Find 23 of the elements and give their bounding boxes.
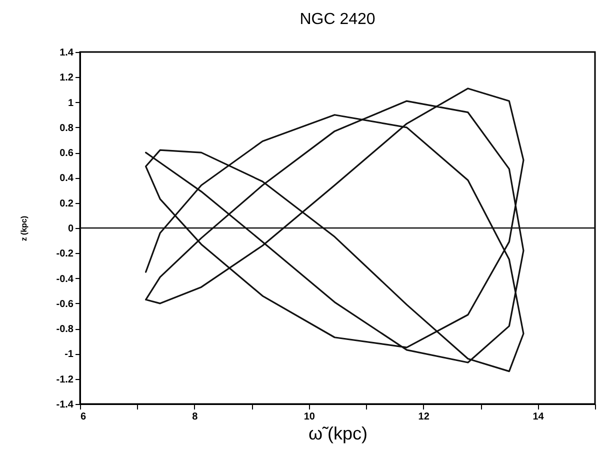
y-tick-label: 0.4 bbox=[60, 173, 74, 184]
y-tick-label: -1.4 bbox=[56, 400, 74, 410]
x-tick-label: 8 bbox=[192, 412, 198, 422]
y-tick-label: -0.8 bbox=[56, 324, 74, 336]
x-tick-label: 6 bbox=[80, 412, 86, 422]
y-axis-title: z (kpc) bbox=[19, 216, 28, 242]
y-tick-label: 0 bbox=[68, 224, 74, 234]
y-tick-label: -1.2 bbox=[56, 374, 74, 386]
x-tick-label: 14 bbox=[532, 412, 544, 422]
y-tick-label: 0.6 bbox=[60, 148, 74, 160]
y-tick-label: 1.2 bbox=[60, 72, 74, 84]
y-tick-label: -0.6 bbox=[56, 298, 74, 310]
y-tick-label: 1 bbox=[68, 98, 74, 109]
y-tick-label: 0.2 bbox=[60, 198, 74, 210]
x-tick-label: 12 bbox=[418, 412, 430, 422]
x-axis-title: ω̃ (kpc) bbox=[308, 424, 368, 444]
x-tick-label: 10 bbox=[304, 412, 316, 422]
y-tick-label: -0.2 bbox=[56, 248, 74, 260]
y-tick-label: -1 bbox=[64, 349, 74, 360]
y-tick-label: 0.8 bbox=[60, 122, 74, 134]
y-tick-label: -0.4 bbox=[56, 274, 74, 285]
chart-title: NGC 2420 bbox=[300, 11, 376, 28]
y-tick-label: 1.4 bbox=[60, 48, 74, 58]
